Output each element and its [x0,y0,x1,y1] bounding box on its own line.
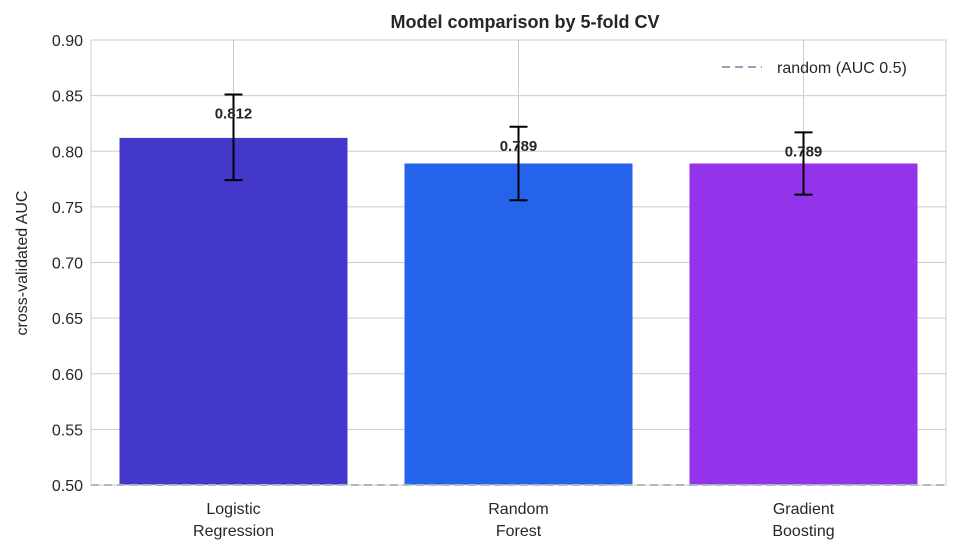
y-axis-label: cross-validated AUC [14,191,31,336]
bar [404,163,633,486]
y-tick-label: 0.55 [52,422,83,439]
value-label: 0.789 [785,143,823,160]
bar [689,163,918,486]
x-tick-label: Boosting [772,523,834,540]
x-ticks-layer: Logistic Regression Random Forest Gradient Bo… [193,501,835,540]
y-tick-label: 0.75 [52,200,83,217]
x-tick-label: Forest [496,523,542,540]
plot-frame [90,39,947,486]
x-tick-label: Random [488,501,548,518]
y-tick-label: 0.70 [52,256,83,273]
value-label: 0.812 [215,106,253,123]
x-tick-label: Logistic [206,501,260,518]
legend-label: random (AUC 0.5) [777,60,907,77]
y-tick-label: 0.90 [52,33,83,50]
value-labels-layer: 0.812 0.789 0.789 [215,106,823,161]
chart-title: Model comparison by 5-fold CV [390,12,659,32]
bar [119,137,348,485]
value-label: 0.789 [500,138,538,155]
x-tick-label: Gradient [773,501,835,518]
y-ticks-layer: 0.50 0.55 0.60 0.65 0.70 0.75 0.80 0.85 0.90 [52,33,83,495]
y-tick-label: 0.85 [52,89,83,106]
x-tick-label: Regression [193,523,274,540]
y-tick-label: 0.60 [52,367,83,384]
y-tick-label: 0.65 [52,311,83,328]
legend: random (AUC 0.5) [722,60,907,77]
y-tick-label: 0.80 [52,144,83,161]
error-bars-layer [224,93,813,202]
bars-layer [119,137,918,486]
y-tick-label: 0.50 [52,478,83,495]
